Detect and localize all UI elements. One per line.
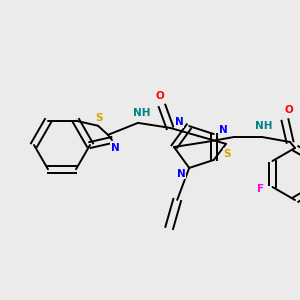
Text: S: S [95,113,103,123]
Text: N: N [219,125,228,135]
Text: N: N [111,143,119,153]
Text: N: N [175,117,184,127]
Text: NH: NH [255,121,273,131]
Text: N: N [177,169,186,179]
Text: O: O [285,105,293,115]
Text: S: S [223,149,231,159]
Text: NH: NH [133,108,151,118]
Text: F: F [257,184,264,194]
Text: O: O [156,91,164,101]
